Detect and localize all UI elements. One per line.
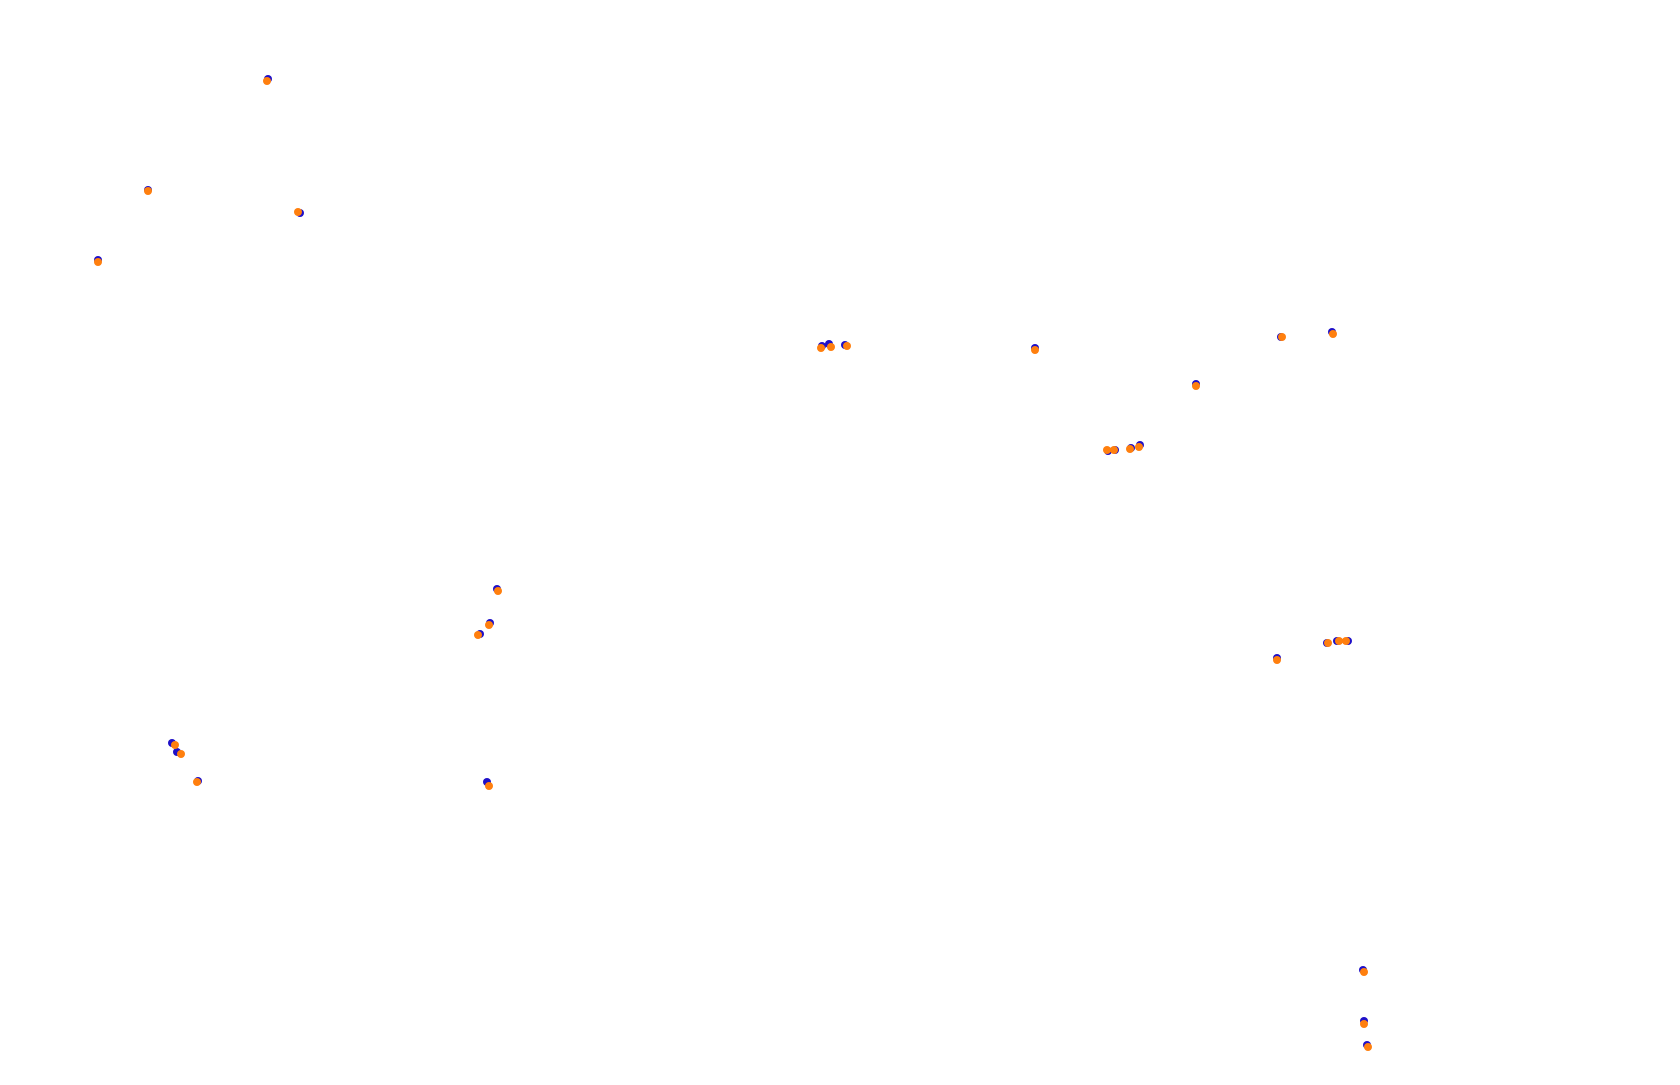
series-layer — [94, 75, 1372, 1051]
data-point — [144, 187, 152, 195]
data-point — [1335, 637, 1343, 645]
data-point — [1192, 382, 1200, 390]
data-point — [1360, 968, 1368, 976]
data-point — [263, 77, 271, 85]
data-point — [193, 778, 201, 786]
data-point — [1360, 1020, 1368, 1028]
data-point — [485, 621, 493, 629]
data-point — [843, 342, 851, 350]
data-point — [1031, 346, 1039, 354]
data-point — [1364, 1043, 1372, 1051]
data-point — [1126, 445, 1134, 453]
data-point — [474, 631, 482, 639]
data-point — [1103, 446, 1111, 454]
data-point — [1110, 446, 1118, 454]
data-point — [171, 741, 179, 749]
data-point — [1278, 333, 1286, 341]
data-point — [294, 208, 302, 216]
series-1 — [94, 75, 1371, 1049]
data-point — [1329, 330, 1337, 338]
data-point — [485, 782, 493, 790]
series-2 — [94, 77, 1372, 1051]
data-point — [817, 344, 825, 352]
data-point — [1324, 639, 1332, 647]
data-point — [94, 258, 102, 266]
data-point — [177, 750, 185, 758]
data-point — [494, 587, 502, 595]
data-point — [1135, 443, 1143, 451]
data-point — [1273, 656, 1281, 664]
data-point — [827, 343, 835, 351]
data-point — [1342, 637, 1350, 645]
